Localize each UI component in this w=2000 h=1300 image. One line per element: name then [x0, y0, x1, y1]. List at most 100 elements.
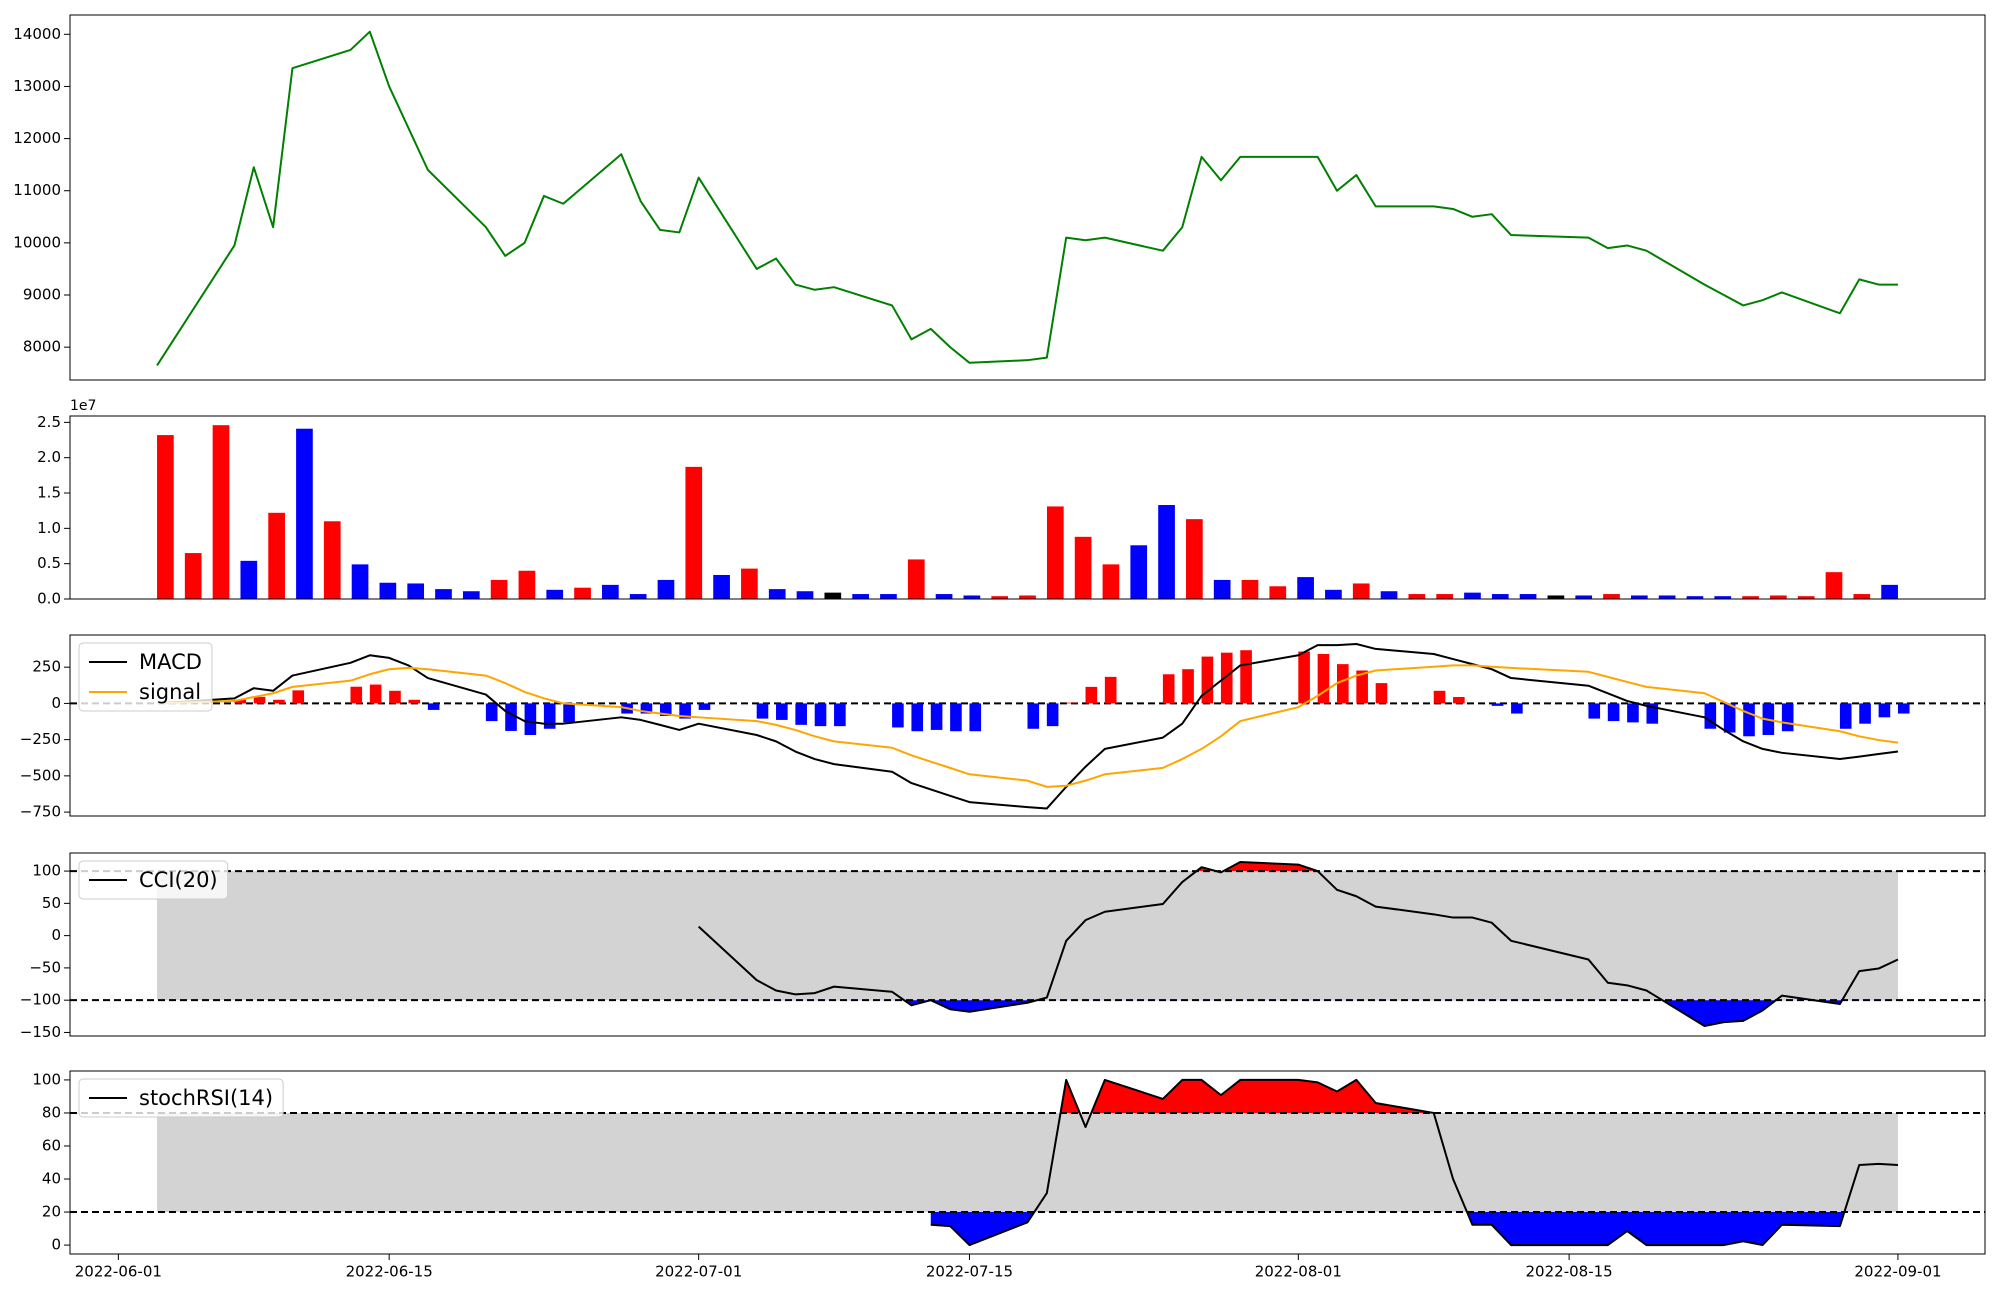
volume-bar: [240, 560, 258, 599]
volume-bar: [935, 594, 953, 599]
series-line: [697, 861, 1899, 1027]
volume-bar: [435, 589, 452, 599]
histogram-bar: [485, 703, 498, 722]
volume-bar: [157, 435, 174, 599]
legend-label: signal: [139, 680, 201, 704]
histogram-bar: [524, 703, 537, 735]
y-tick-label: 50: [42, 894, 61, 912]
y-tick-label: −50: [29, 958, 61, 976]
plot-area: [70, 861, 1985, 1027]
histogram-bar: [1162, 674, 1175, 704]
volume-bar: [1575, 595, 1593, 599]
histogram-bar: [1201, 656, 1214, 704]
volume-bar: [212, 425, 230, 599]
volume-bar: [1158, 505, 1175, 599]
y-tick-label: 40: [42, 1170, 61, 1188]
histogram-bar: [563, 703, 575, 723]
histogram-bar: [1240, 650, 1252, 704]
volume-bar: [268, 512, 285, 599]
histogram-bar: [505, 703, 517, 731]
legend-label: stochRSI(14): [139, 1086, 273, 1110]
histogram-bar: [1317, 653, 1330, 704]
histogram-bar: [659, 703, 672, 717]
histogram-bar: [698, 703, 711, 710]
volume-bar: [1046, 506, 1064, 599]
legend-box: [78, 860, 229, 900]
volume-bar: [1269, 586, 1287, 599]
histogram-bar: [1433, 690, 1446, 704]
histogram-bar: [1491, 703, 1504, 706]
y-tick-label: 0: [51, 1236, 61, 1254]
x-tick-label: 2022-06-15: [346, 1263, 433, 1281]
y-tick-label: 100: [32, 1070, 61, 1088]
histogram-bar: [679, 703, 691, 719]
plot-area: [70, 642, 1985, 810]
legend-label: CCI(20): [139, 868, 218, 892]
histogram-bar: [1298, 651, 1310, 704]
volume-bar: [880, 594, 897, 599]
y-tick-label: 100: [32, 862, 61, 880]
panel: 250 0 −250 −500 −750 MACD signal: [20, 634, 1986, 821]
threshold-fill: [930, 1212, 1898, 1246]
y-tick-label: 11000: [13, 181, 61, 199]
histogram-bar: [1897, 703, 1910, 714]
volume-bar: [1770, 595, 1787, 599]
y-tick-label: 13000: [13, 77, 61, 95]
y-tick-label: 2.5: [37, 413, 61, 431]
histogram-bar: [756, 703, 769, 719]
histogram-bar: [1336, 664, 1349, 704]
volume-bar: [1213, 579, 1231, 599]
volume-bar: [407, 583, 425, 599]
plot-area: [70, 1078, 1985, 1247]
y-tick-label: 1.0: [37, 519, 61, 537]
plot-area: [156, 30, 1898, 366]
y-tick-label: −150: [20, 1023, 61, 1041]
y-tick-label: −250: [20, 730, 61, 748]
histogram-bar: [1511, 703, 1523, 714]
volume-bar: [1881, 584, 1898, 599]
volume-bar: [713, 574, 730, 599]
volume-bar: [184, 553, 202, 599]
histogram-bar: [930, 703, 943, 730]
histogram-bar: [1046, 703, 1059, 727]
histogram-bar: [1704, 703, 1717, 729]
volume-bar: [824, 592, 842, 599]
histogram-bar: [814, 703, 827, 727]
legend-label: MACD: [139, 650, 202, 674]
histogram-bar: [1104, 676, 1117, 704]
histogram-bar: [1066, 702, 1078, 704]
volume-bar: [1519, 594, 1537, 599]
y-tick-label: 10000: [13, 233, 61, 251]
histogram-bar: [1878, 703, 1891, 718]
panel: 0.0 0.5 1.0 1.5 2.0 2.5 1e7: [37, 398, 1986, 608]
y-tick-label: 80: [42, 1103, 61, 1121]
panel: 0 20 40 60 80 100 2022-06-01 2022-06-15 2022-07-…: [32, 1070, 1986, 1281]
y-tick-label: 2.0: [37, 448, 61, 466]
volume-bar: [323, 521, 341, 599]
volume-bar: [741, 568, 758, 599]
volume-bar: [1491, 594, 1509, 599]
volume-bar: [1297, 577, 1314, 599]
x-tick-label: 2022-07-01: [655, 1263, 742, 1281]
volume-bar: [768, 589, 786, 599]
y-tick-label: −750: [20, 803, 61, 821]
series-line: [157, 664, 1899, 788]
histogram-bar: [408, 699, 421, 704]
volume-bar: [796, 591, 814, 599]
histogram-bar: [776, 703, 788, 720]
volume-bar: [1352, 583, 1370, 599]
volume-bar: [1130, 545, 1148, 599]
x-tick-label: 2022-07-15: [926, 1263, 1013, 1281]
y-tick-label: 0: [51, 926, 61, 944]
volume-bar: [1102, 564, 1120, 599]
histogram-bar: [892, 703, 904, 728]
axis-offset-label: 1e7: [70, 398, 96, 414]
histogram-bar: [389, 690, 401, 704]
legend-box: [78, 1078, 284, 1118]
histogram-bar: [911, 703, 924, 732]
histogram-bar: [1453, 697, 1465, 704]
axes-frame: [69, 1070, 1986, 1255]
y-tick-label: 12000: [13, 129, 61, 147]
histogram-bar: [1781, 703, 1794, 732]
y-tick-label: 250: [32, 658, 61, 676]
